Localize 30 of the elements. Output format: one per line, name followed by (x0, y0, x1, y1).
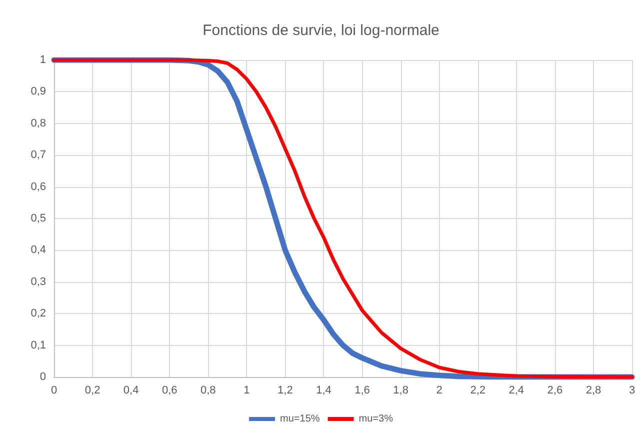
y-tick-label: 0,6 (30, 180, 46, 193)
x-tick-label: 1,6 (354, 384, 370, 396)
x-tick-label: 2,6 (547, 384, 563, 396)
y-tick-label: 0,1 (30, 339, 46, 352)
legend-label: mu=3% (358, 414, 394, 424)
y-tick-label: 0,9 (30, 86, 46, 98)
x-tick-label: 0,6 (162, 384, 178, 396)
y-tick-label: 0,7 (30, 149, 46, 162)
y-tick-label: 0,3 (30, 276, 46, 288)
y-tick-label: 0,5 (30, 212, 46, 224)
y-tick-label: 0,2 (30, 308, 46, 320)
x-tick-label: 1,4 (316, 384, 332, 396)
y-tick-label: 0,4 (30, 244, 46, 256)
x-tick-label: 2,2 (470, 384, 486, 396)
x-tick-label: 0 (50, 384, 58, 396)
x-tick-label: 3 (628, 384, 636, 396)
x-tick-label: 1,2 (278, 384, 293, 396)
y-tick-label: 1 (40, 54, 46, 66)
x-tick-label: 2,4 (508, 384, 524, 396)
y-tick-label: 0 (40, 371, 46, 383)
x-tick-label: 2,8 (586, 384, 602, 396)
y-tick-label: 0,8 (30, 117, 46, 130)
legend-label: mu=15% (280, 414, 320, 424)
x-tick-label: 0,2 (84, 384, 100, 396)
chart-title: Fonctions de survie, loi log-normale (202, 22, 440, 39)
x-tick-label: 0,4 (123, 384, 139, 396)
x-tick-label: 1 (244, 384, 250, 396)
x-tick-label: 1,8 (393, 384, 408, 396)
x-tick-label: 0,8 (200, 384, 216, 396)
x-tick-label: 2 (436, 384, 442, 396)
